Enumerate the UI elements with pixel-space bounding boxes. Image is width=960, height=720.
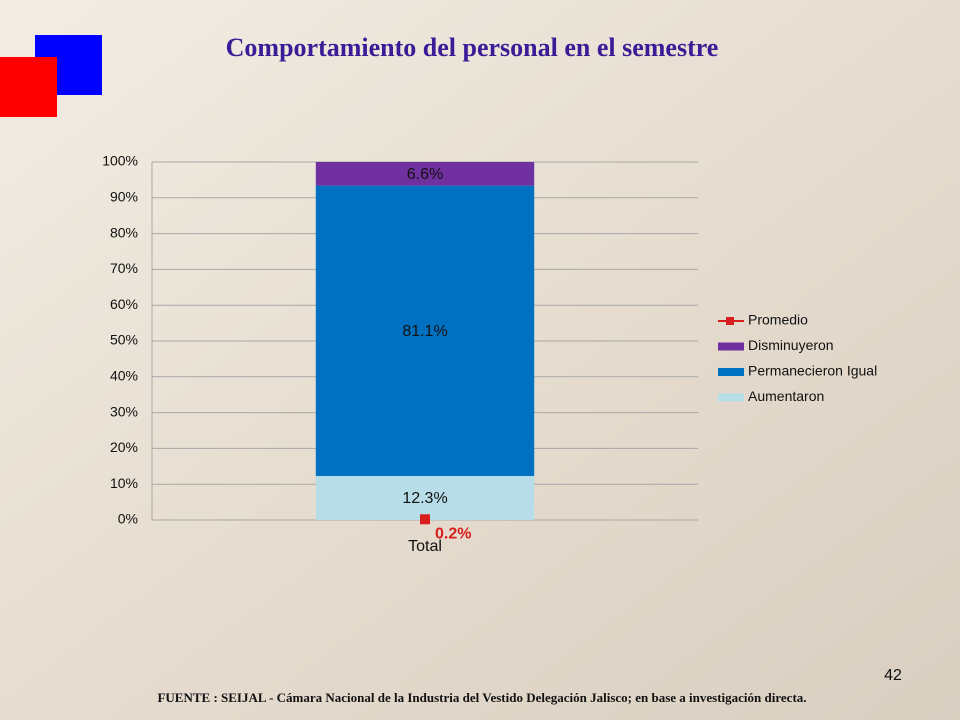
legend-swatch [718, 368, 744, 376]
legend-label: Aumentaron [748, 388, 824, 404]
chart-title: Comportamiento del personal en el semest… [226, 33, 719, 62]
legend-label: Promedio [748, 312, 808, 328]
y-tick-label: 60% [110, 296, 138, 312]
y-tick-label: 20% [110, 439, 138, 455]
y-tick-label: 0% [118, 511, 138, 527]
page-number: 42 [884, 667, 902, 684]
value-label: 6.6% [407, 166, 443, 183]
y-tick-label: 30% [110, 403, 138, 419]
y-tick-label: 10% [110, 475, 138, 491]
value-label: 12.3% [402, 490, 447, 507]
legend-swatch [726, 317, 734, 325]
bar-segment [315, 162, 535, 186]
value-label: 0.2% [435, 526, 471, 543]
legend-swatch [718, 342, 744, 351]
y-tick-label: 40% [110, 368, 138, 384]
source-note: FUENTE : SEIJAL - Cámara Nacional de la … [157, 690, 806, 705]
line-marker [420, 514, 430, 525]
legend-label: Disminuyeron [748, 337, 834, 353]
value-label: 81.1% [402, 323, 447, 340]
y-tick-label: 50% [110, 332, 138, 348]
y-tick-label: 80% [110, 224, 138, 240]
x-tick-label: Total [408, 538, 442, 555]
y-tick-label: 90% [110, 189, 138, 205]
legend-label: Permanecieron Igual [748, 363, 877, 379]
bar-segment [315, 475, 535, 520]
y-tick-label: 70% [110, 260, 138, 276]
legend-swatch [718, 393, 744, 402]
bar-segment [315, 185, 535, 476]
decor-square [0, 57, 57, 117]
y-tick-label: 100% [102, 153, 138, 169]
